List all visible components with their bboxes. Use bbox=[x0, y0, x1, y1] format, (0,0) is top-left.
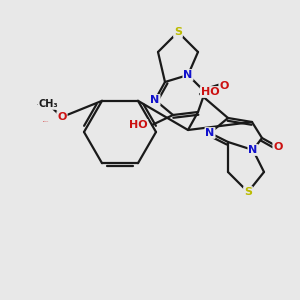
Text: CH₃: CH₃ bbox=[38, 99, 58, 109]
Text: methoxy: methoxy bbox=[45, 101, 51, 103]
Text: O: O bbox=[219, 81, 229, 91]
Text: methoxy: methoxy bbox=[37, 103, 43, 105]
Text: O: O bbox=[57, 112, 67, 122]
Text: HO: HO bbox=[129, 120, 147, 130]
Text: N: N bbox=[248, 145, 258, 155]
Text: N: N bbox=[206, 128, 214, 138]
Text: HO: HO bbox=[201, 87, 219, 97]
Text: N: N bbox=[150, 95, 160, 105]
Text: N: N bbox=[183, 70, 193, 80]
Text: O: O bbox=[273, 142, 283, 152]
Text: S: S bbox=[244, 187, 252, 197]
Text: methoxy: methoxy bbox=[43, 120, 49, 122]
Text: S: S bbox=[174, 27, 182, 37]
